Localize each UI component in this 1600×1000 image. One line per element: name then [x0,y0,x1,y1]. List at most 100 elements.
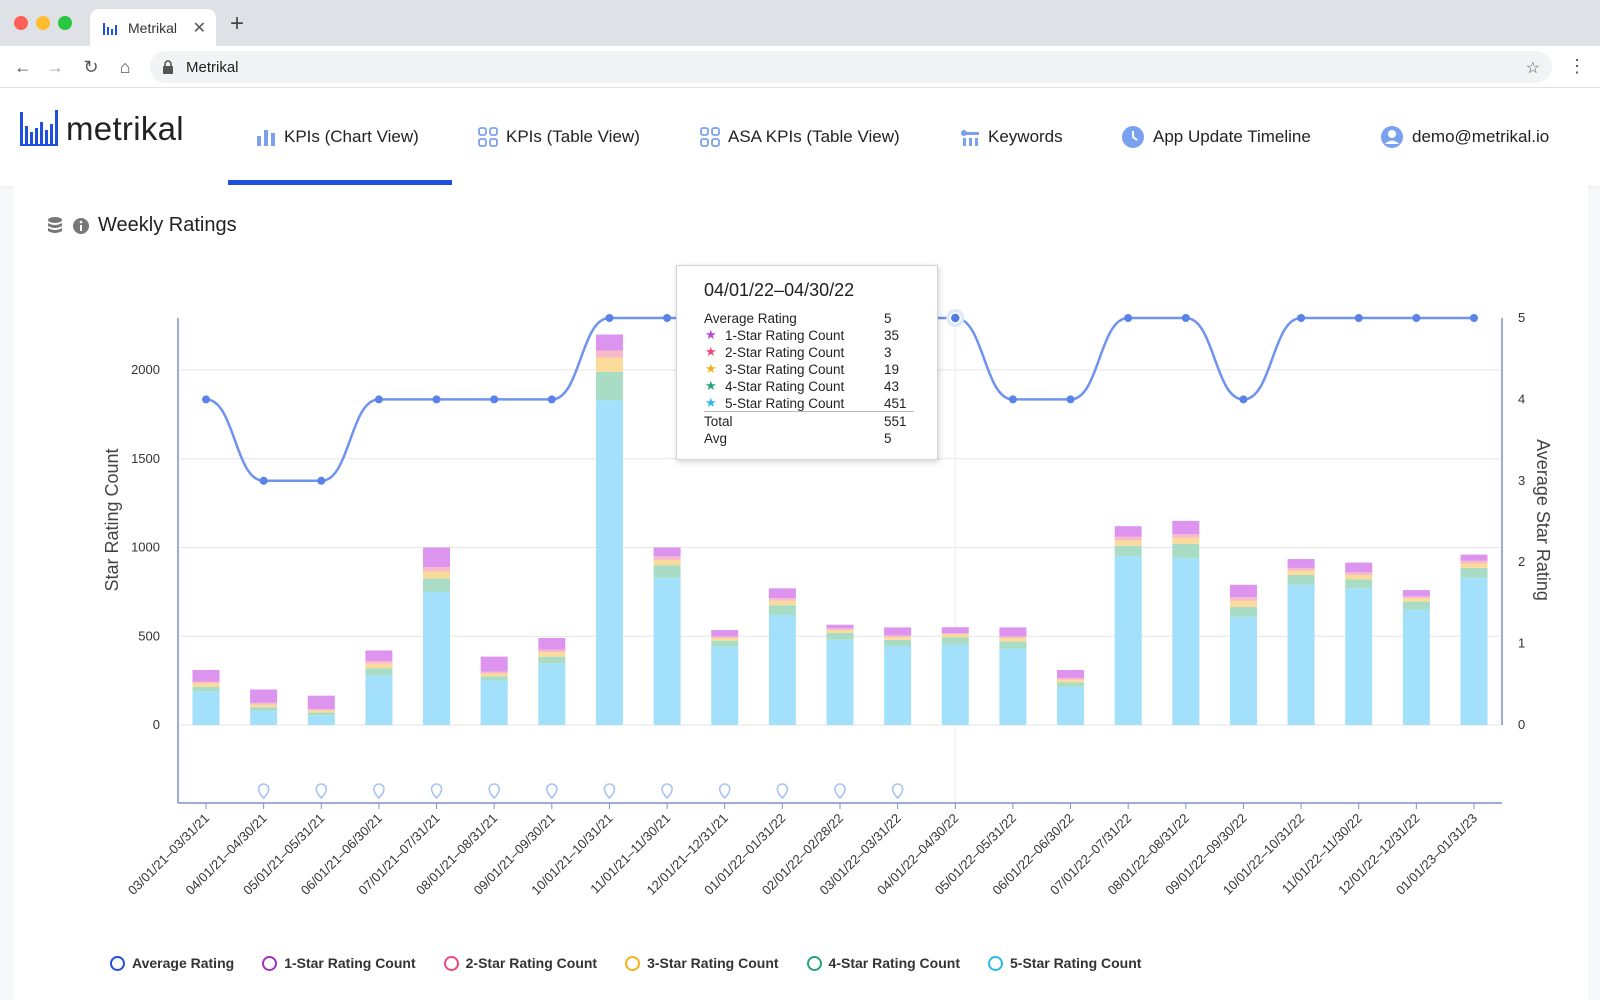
bar-segment [423,567,451,572]
bar-segment [365,650,393,662]
bar-segment [884,635,912,638]
average-rating-point [1124,314,1133,322]
tooltip-label: 1-Star Rating Count [725,328,845,343]
nav-asa-kpis-table-view[interactable]: ASA KPIs (Table View) [700,88,900,186]
bar-segment [1460,560,1488,564]
tooltip-row: Avg 5 [704,431,914,448]
nav-keywords[interactable]: Keywords [960,88,1063,186]
back-arrow-icon[interactable]: ← [14,57,32,77]
tooltip-row: Average Rating 5 [704,311,914,328]
bar-segment [1172,520,1200,535]
nav-kpis-table-view[interactable]: KPIs (Table View) [478,88,640,186]
bar-segment [1402,590,1430,597]
close-icon[interactable]: ✕ [192,20,206,37]
metrikal-logo[interactable]: metrikal [20,110,184,146]
average-rating-point [490,395,499,404]
bar-segment [1172,537,1200,544]
home-icon[interactable]: ⌂ [119,57,131,77]
bar-segment [653,565,681,578]
legend-item-3-star[interactable]: 3-Star Rating Count [625,955,779,971]
bookmark-star-icon[interactable]: ☆ [1525,60,1540,77]
average-rating-point [1412,314,1421,322]
tooltip-value: 451 [884,396,907,411]
average-rating-point [663,314,672,322]
address-bar[interactable]: Metrikal ☆ [150,51,1552,83]
bar-segment [595,400,623,725]
address-text: Metrikal [186,58,239,76]
close-window-button[interactable] [14,16,28,30]
bar-segment [941,644,969,725]
bar-segment [884,627,912,636]
bar-segment [307,695,335,710]
nav-label: KPIs (Table View) [506,127,640,146]
bar-segment [1057,669,1085,678]
legend-item-1-star[interactable]: 1-Star Rating Count [262,955,416,971]
bar-segment [480,656,508,672]
bar-segment [1287,584,1315,725]
average-rating-point [547,395,556,404]
bar-segment [768,588,796,599]
annotation-pin-icon [257,783,270,800]
bar-segment [480,676,508,681]
bar-segment [999,641,1027,649]
bar-segment [999,638,1027,642]
reload-icon[interactable]: ↻ [83,57,99,77]
legend-item-average-rating[interactable]: Average Rating [110,955,234,971]
bar-segment [250,707,278,711]
y-tick-label: 1000 [131,540,160,555]
nav-label: App Update Timeline [1153,127,1311,146]
tooltip-row: ★ 2-Star Rating Count 3 [704,344,914,362]
bar-segment [941,633,969,638]
annotation-pin-icon [373,783,385,800]
nav-label: KPIs (Chart View) [284,127,419,146]
annotation-pin-icon [430,783,443,800]
legend-item-5-star[interactable]: 5-Star Rating Count [988,955,1141,971]
forward-arrow-icon[interactable]: → [46,57,64,77]
bar-segment [1287,559,1315,568]
average-rating-point [317,476,326,485]
browser-menu-icon[interactable]: ⋮ [1568,56,1586,76]
legend-item-2-star[interactable]: 2-Star Rating Count [443,955,597,971]
grid-icon [478,127,498,147]
average-rating-point [259,476,268,485]
maximize-window-button[interactable] [58,16,72,30]
bar-segment [1229,616,1257,725]
tooltip-label: Total [704,414,733,429]
bar-segment [768,605,796,615]
bar-segment [653,547,681,557]
bar-segment [941,633,969,634]
clock-icon [1122,126,1144,148]
legend-marker [443,955,459,971]
legend-label: 1-Star Rating Count [284,955,416,971]
legend-item-4-star[interactable]: 4-Star Rating Count [806,955,960,971]
y-tick-label: 1500 [131,451,160,466]
active-tab-indicator [228,180,452,185]
bar-segment [826,628,854,631]
tooltip-value: 19 [884,362,900,377]
new-tab-button[interactable]: + [230,10,245,37]
browser-tab[interactable]: Metrikal ✕ [90,9,216,46]
bar-segment [538,663,566,725]
bar-segment [768,598,796,601]
info-icon[interactable] [72,217,90,235]
bar-segment [999,648,1027,725]
bar-segment [538,656,566,664]
nav-app-update-timeline[interactable]: App Update Timeline [1121,88,1311,186]
tooltip-label: 3-Star Rating Count [725,362,845,377]
bar-segment [1402,601,1430,610]
nav-label: Keywords [988,127,1063,146]
minimize-window-button[interactable] [36,16,50,30]
nav-label: ASA KPIs (Table View) [728,127,900,146]
tooltip-row: ★ 5-Star Rating Count 451 [704,395,914,413]
browser-tab-bar: Metrikal ✕ + [0,0,1600,46]
bar-segment [711,636,739,639]
grid-icon [700,127,720,147]
bar-segment [192,691,220,725]
lock-icon [163,60,173,74]
nav-user-account[interactable]: demo@metrikal.io [1380,88,1549,186]
nav-kpis-chart-view[interactable]: KPIs (Chart View) [256,88,419,186]
bar-segment [538,652,566,657]
bar-segment [423,591,451,725]
database-icon[interactable] [46,216,64,236]
